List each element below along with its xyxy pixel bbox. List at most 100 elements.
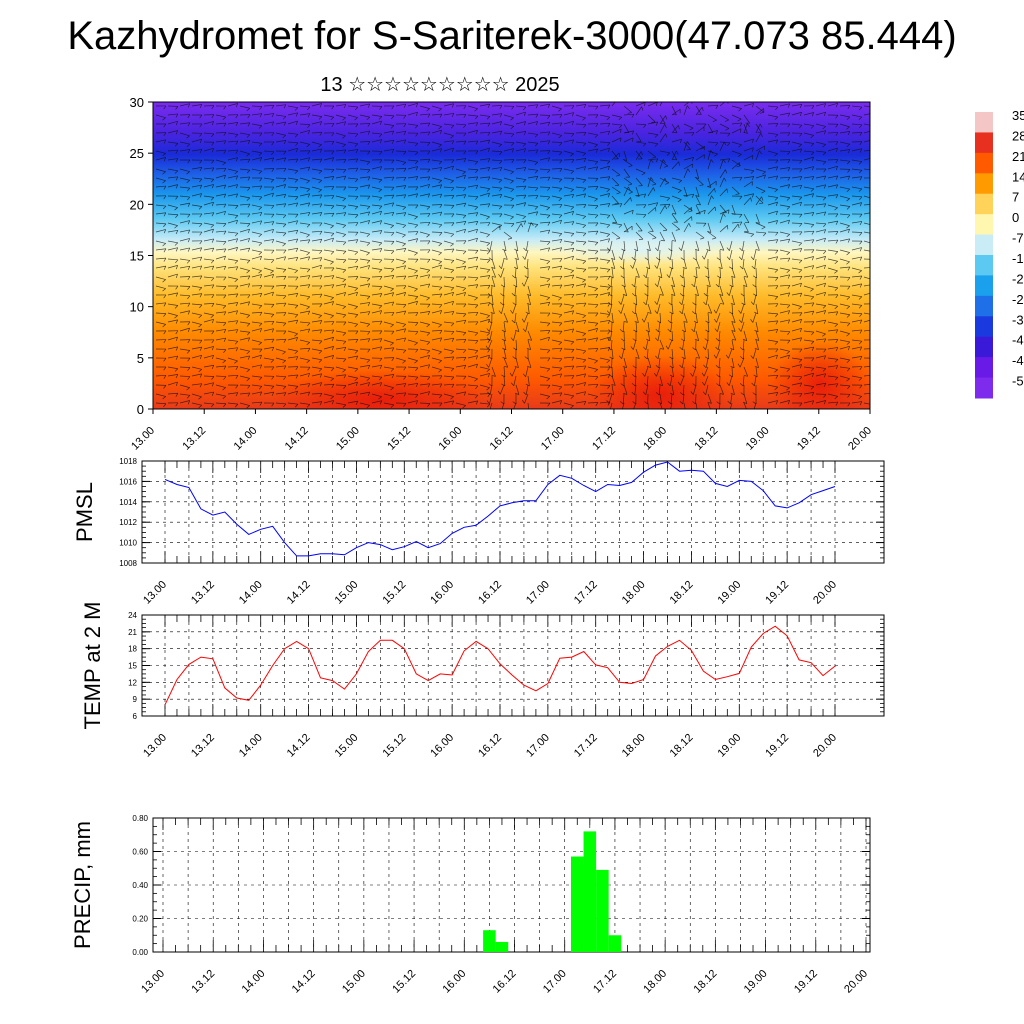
wind-barb-flag bbox=[571, 284, 575, 289]
wind-barb bbox=[743, 138, 754, 143]
wind-barb bbox=[455, 123, 466, 126]
wind-barb bbox=[275, 357, 286, 361]
wind-barb-flag bbox=[283, 339, 287, 343]
wind-barb-flag bbox=[692, 401, 696, 405]
wind-barb bbox=[323, 114, 334, 118]
wind-barb bbox=[779, 167, 790, 170]
wind-barb-flag bbox=[307, 322, 311, 327]
wind-barb bbox=[371, 382, 382, 386]
wind-barb bbox=[755, 330, 760, 341]
x-tick-label: 16.00 bbox=[428, 732, 456, 760]
wind-barb bbox=[251, 150, 262, 154]
wind-barb-flag bbox=[859, 176, 863, 181]
wind-barb bbox=[707, 321, 710, 332]
wind-barb-flag bbox=[655, 202, 659, 207]
wind-barb-flag bbox=[799, 364, 803, 369]
wind-barb bbox=[863, 392, 870, 395]
wind-barb-flag bbox=[583, 365, 587, 370]
wind-barb-flag bbox=[318, 359, 323, 363]
wind-barb-flag bbox=[331, 275, 335, 280]
wind-barb bbox=[611, 231, 621, 239]
wind-barb-flag bbox=[283, 232, 287, 237]
wind-barb bbox=[647, 240, 651, 251]
wind-barb-flag bbox=[823, 355, 827, 360]
wind-barb bbox=[671, 231, 677, 242]
wind-barb-flag bbox=[752, 392, 757, 396]
wind-barb-flag bbox=[271, 239, 275, 244]
wind-barb-flag bbox=[786, 197, 791, 201]
wind-barb bbox=[383, 222, 394, 226]
wind-barb bbox=[839, 294, 850, 298]
wind-barb-flag bbox=[342, 206, 347, 210]
wind-barb bbox=[815, 222, 826, 225]
wind-barb-flag bbox=[259, 212, 263, 217]
wind-barb bbox=[167, 240, 178, 244]
wind-barb bbox=[791, 123, 802, 126]
wind-barb bbox=[599, 267, 610, 270]
wind-barb bbox=[299, 347, 310, 350]
wind-barb-flag bbox=[691, 283, 695, 288]
wind-barb bbox=[715, 303, 721, 314]
wind-barb bbox=[479, 186, 490, 190]
wind-barb-flag bbox=[582, 188, 587, 192]
wind-barb bbox=[251, 267, 262, 272]
wind-barb bbox=[179, 366, 191, 368]
wind-barb-flag bbox=[513, 266, 518, 270]
wind-barb bbox=[695, 231, 705, 239]
wind-barb-flag bbox=[810, 224, 815, 228]
wind-barb bbox=[191, 265, 202, 269]
wind-barb bbox=[767, 384, 778, 388]
wind-barb-flag bbox=[571, 121, 574, 126]
wind-barb-flag bbox=[594, 369, 598, 373]
wind-barb-flag bbox=[743, 374, 748, 377]
wind-barb bbox=[741, 312, 745, 323]
wind-barb bbox=[227, 329, 238, 332]
wind-barb bbox=[179, 247, 190, 251]
wind-barb-flag bbox=[307, 348, 311, 352]
wind-barb-flag bbox=[331, 384, 335, 388]
wind-barb bbox=[815, 400, 826, 404]
wind-barb-flag bbox=[559, 122, 563, 127]
wind-barb-flag bbox=[367, 348, 371, 353]
wind-barb bbox=[383, 339, 394, 344]
wind-barb bbox=[479, 147, 490, 152]
wind-barb-flag bbox=[775, 175, 779, 180]
wind-barb-flag bbox=[610, 266, 615, 269]
wind-barb bbox=[851, 123, 862, 126]
wind-barb-flag bbox=[414, 252, 418, 256]
wind-barb bbox=[179, 103, 190, 107]
wind-barb-flag bbox=[547, 131, 551, 136]
wind-barb bbox=[683, 193, 694, 197]
wind-barb-flag bbox=[487, 339, 491, 344]
wind-barb-flag bbox=[594, 396, 598, 400]
wind-barb-flag bbox=[330, 233, 335, 237]
wind-barb bbox=[717, 321, 721, 332]
wind-barb-flag bbox=[646, 338, 650, 342]
wind-barb-flag bbox=[415, 238, 419, 243]
wind-barb bbox=[395, 167, 406, 170]
wind-barb-flag bbox=[525, 383, 530, 387]
wind-barb-flag bbox=[559, 400, 563, 405]
wind-barb bbox=[395, 328, 406, 332]
wind-barb bbox=[659, 115, 666, 125]
x-tick-label: 16.00 bbox=[436, 425, 464, 453]
wind-barb-flag bbox=[846, 206, 851, 210]
wind-barb-flag bbox=[331, 284, 335, 289]
wind-barb bbox=[227, 302, 238, 305]
wind-barb-flag bbox=[403, 328, 407, 333]
wind-barb-flag bbox=[871, 107, 874, 110]
wind-barb bbox=[563, 393, 574, 397]
wind-barb-flag bbox=[491, 374, 496, 377]
wind-barb-flag bbox=[775, 159, 779, 164]
wind-barb bbox=[599, 122, 610, 125]
wind-barb bbox=[359, 265, 370, 269]
wind-barb-flag bbox=[644, 401, 648, 405]
wind-barb bbox=[203, 132, 214, 135]
wind-barb-flag bbox=[559, 322, 563, 327]
wind-barb-flag bbox=[427, 240, 431, 245]
wind-barb bbox=[707, 188, 715, 197]
wind-barb-flag bbox=[438, 161, 443, 165]
wind-barb-flag bbox=[343, 169, 347, 173]
x-tick-label: 13.12 bbox=[180, 425, 208, 453]
wind-barb-flag bbox=[632, 338, 637, 342]
